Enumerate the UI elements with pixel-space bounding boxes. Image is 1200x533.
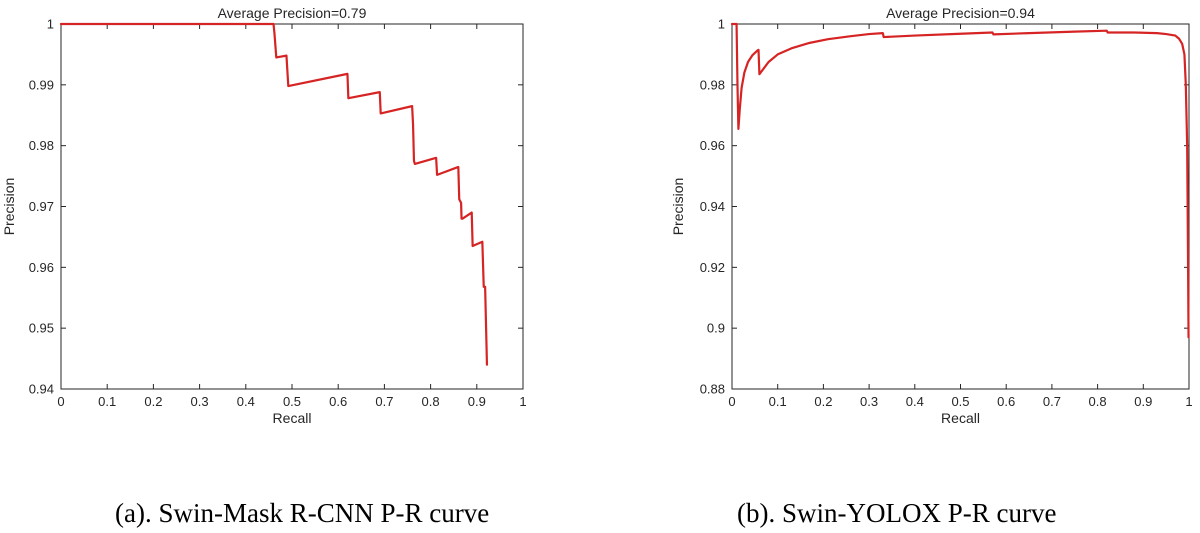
- y-tick-label: 0.88: [700, 382, 725, 397]
- y-tick-label: 0.96: [29, 260, 54, 275]
- y-tick-label: 0.94: [29, 382, 54, 397]
- y-tick-label: 0.96: [700, 138, 725, 153]
- x-tick-label: 0.9: [468, 394, 486, 409]
- x-tick-label: 0.5: [283, 394, 301, 409]
- chart-title: Average Precision=0.94: [886, 5, 1035, 21]
- y-tick-label: 1: [47, 17, 54, 32]
- y-tick-label: 0.94: [700, 199, 725, 214]
- x-tick-label: 0.6: [329, 394, 347, 409]
- y-axis-label: Precision: [670, 178, 686, 236]
- y-tick-label: 0.92: [700, 260, 725, 275]
- x-tick-label: 0.4: [906, 394, 924, 409]
- x-axis-label: Recall: [273, 410, 312, 426]
- x-tick-label: 0.8: [422, 394, 440, 409]
- x-tick-label: 1: [519, 394, 526, 409]
- y-tick-label: 0.95: [29, 321, 54, 336]
- x-tick-label: 1: [1185, 394, 1192, 409]
- caption-b: (b). Swin-YOLOX P-R curve: [737, 498, 1057, 528]
- y-tick-label: 0.99: [29, 77, 54, 92]
- y-tick-label: 1: [718, 17, 725, 32]
- x-tick-label: 0: [728, 394, 735, 409]
- x-tick-label: 0.7: [375, 394, 393, 409]
- x-tick-label: 0.7: [1043, 394, 1061, 409]
- x-tick-label: 0: [57, 394, 64, 409]
- x-tick-label: 0.9: [1134, 394, 1152, 409]
- y-tick-label: 0.98: [29, 138, 54, 153]
- pr-chart-a: 0 0.1 0.2 0.3 0.4 0.5 0.6 0.7 0.8 0.9 1 0.94 0.95 0.9…: [1, 5, 527, 426]
- y-tick-label: 0.9: [707, 321, 725, 336]
- y-axis-label: Precision: [1, 178, 17, 236]
- caption-a: (a). Swin-Mask R-CNN P-R curve: [115, 498, 490, 528]
- x-tick-label: 0.2: [144, 394, 162, 409]
- chart-title: Average Precision=0.79: [218, 5, 367, 21]
- x-tick-label: 0.3: [191, 394, 209, 409]
- x-tick-label: 0.1: [769, 394, 787, 409]
- y-tick-label: 0.97: [29, 199, 54, 214]
- y-tick-label: 0.98: [700, 77, 725, 92]
- x-tick-label: 0.8: [1089, 394, 1107, 409]
- x-tick-label: 0.5: [951, 394, 969, 409]
- pr-curve-line: [730, 22, 1190, 339]
- x-tick-label: 0.3: [860, 394, 878, 409]
- x-tick-label: 0.2: [814, 394, 832, 409]
- plot-area: [60, 23, 524, 390]
- pr-chart-b: 0 0.1 0.2 0.3 0.4 0.5 0.6 0.7 0.8 0.9 1 0.88 0.9 0.92…: [670, 5, 1193, 426]
- pr-curve-line: [59, 22, 489, 366]
- plot-area: [731, 23, 1190, 390]
- x-tick-label: 0.4: [237, 394, 255, 409]
- x-tick-label: 0.1: [98, 394, 116, 409]
- x-axis-label: Recall: [941, 410, 980, 426]
- x-tick-label: 0.6: [997, 394, 1015, 409]
